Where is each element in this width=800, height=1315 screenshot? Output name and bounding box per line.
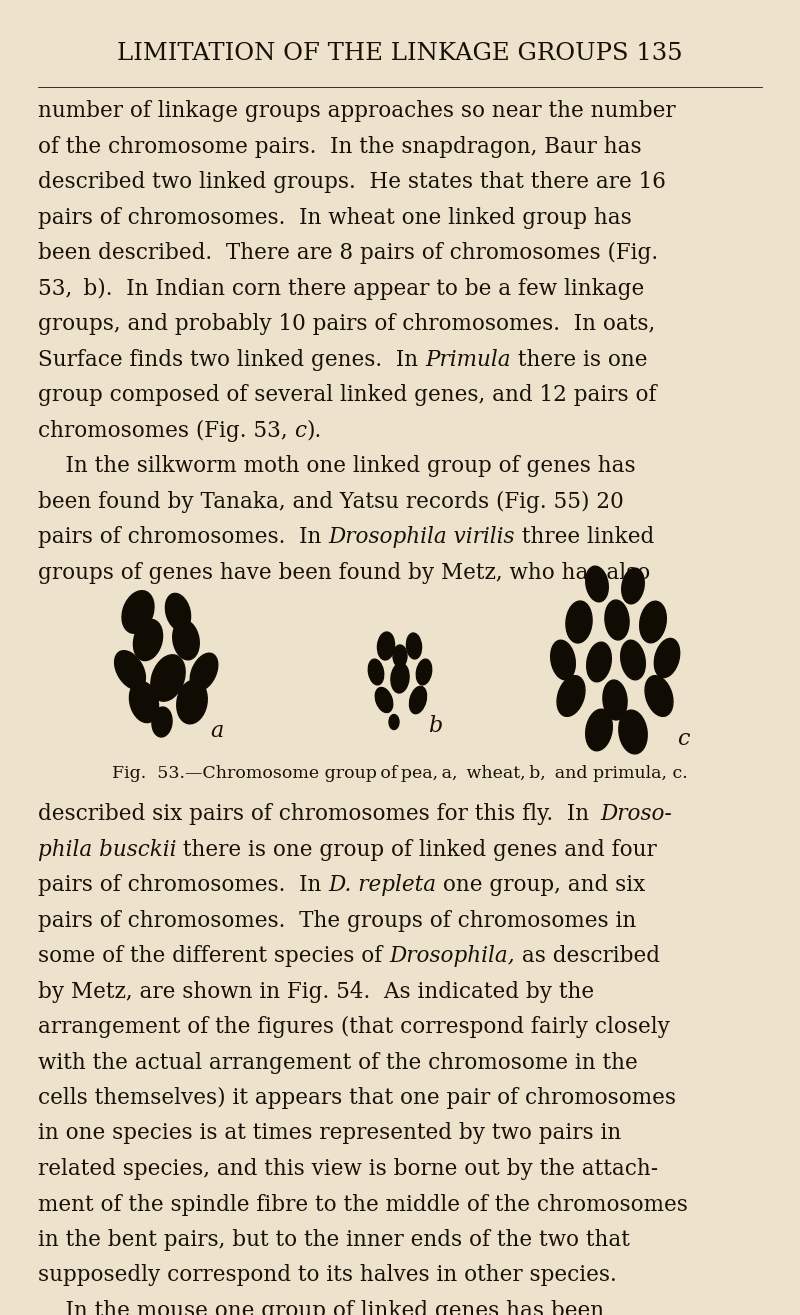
Text: In the silkworm moth one linked group of genes has: In the silkworm moth one linked group of… [38, 455, 636, 477]
Text: described six pairs of chromosomes for this fly.  In: described six pairs of chromosomes for t… [38, 803, 600, 825]
Ellipse shape [586, 567, 608, 602]
Ellipse shape [389, 714, 399, 730]
Ellipse shape [557, 676, 585, 717]
Ellipse shape [654, 639, 680, 677]
Text: c: c [677, 729, 690, 750]
Ellipse shape [566, 601, 592, 643]
Text: by Metz, are shown in Fig. 54.  As indicated by the: by Metz, are shown in Fig. 54. As indica… [38, 981, 594, 1002]
Text: been found by Tanaka, and Yatsu records (Fig. 55) 20: been found by Tanaka, and Yatsu records … [38, 490, 624, 513]
Ellipse shape [622, 568, 644, 604]
Ellipse shape [619, 710, 647, 753]
Text: pairs of chromosomes.  The groups of chromosomes in: pairs of chromosomes. The groups of chro… [38, 910, 636, 931]
Ellipse shape [152, 707, 172, 736]
Ellipse shape [586, 642, 611, 681]
Text: one group, and six: one group, and six [436, 874, 646, 896]
Text: been described.  There are 8 pairs of chromosomes (Fig.: been described. There are 8 pairs of chr… [38, 242, 658, 264]
Ellipse shape [114, 651, 146, 689]
Text: ment of the spindle fibre to the middle of the chromosomes: ment of the spindle fibre to the middle … [38, 1194, 688, 1215]
Text: Drosophila virilis: Drosophila virilis [328, 526, 514, 548]
Text: Primula: Primula [425, 348, 510, 371]
Text: in the bent pairs, but to the inner ends of the two that: in the bent pairs, but to the inner ends… [38, 1230, 630, 1251]
Ellipse shape [640, 601, 666, 643]
Text: as described: as described [514, 945, 660, 967]
Text: c: c [294, 419, 306, 442]
Text: pairs of chromosomes.  In wheat one linked group has: pairs of chromosomes. In wheat one linke… [38, 206, 632, 229]
Ellipse shape [603, 680, 627, 719]
Ellipse shape [406, 633, 422, 659]
Text: LIMITATION OF THE LINKAGE GROUPS 135: LIMITATION OF THE LINKAGE GROUPS 135 [117, 42, 683, 64]
Text: cells themselves) it appears that one pair of chromosomes: cells themselves) it appears that one pa… [38, 1088, 676, 1109]
Ellipse shape [586, 709, 612, 751]
Ellipse shape [416, 659, 432, 685]
Ellipse shape [368, 659, 384, 685]
Text: a: a [210, 721, 223, 742]
Text: ).: ). [306, 419, 322, 442]
Text: pairs of chromosomes.  In: pairs of chromosomes. In [38, 874, 328, 896]
Text: three linked: three linked [514, 526, 654, 548]
Text: with the actual arrangement of the chromosome in the: with the actual arrangement of the chrom… [38, 1052, 638, 1073]
Text: described two linked groups.  He states that there are 16: described two linked groups. He states t… [38, 171, 666, 193]
Text: supposedly correspond to its halves in other species.: supposedly correspond to its halves in o… [38, 1265, 617, 1286]
Text: chromosomes (Fig. 53,: chromosomes (Fig. 53, [38, 419, 294, 442]
Text: of the chromosome pairs.  In the snapdragon, Baur has: of the chromosome pairs. In the snapdrag… [38, 135, 642, 158]
Ellipse shape [130, 681, 158, 723]
Ellipse shape [151, 655, 185, 701]
Ellipse shape [550, 640, 575, 680]
Text: 53,  b).  In Indian corn there appear to be a few linkage: 53, b). In Indian corn there appear to b… [38, 277, 644, 300]
Ellipse shape [410, 686, 426, 714]
Text: pairs of chromosomes.  In: pairs of chromosomes. In [38, 526, 328, 548]
Text: D. repleta: D. repleta [328, 874, 436, 896]
Ellipse shape [134, 619, 162, 660]
Text: some of the different species of: some of the different species of [38, 945, 389, 967]
Text: Drosophila,: Drosophila, [389, 945, 514, 967]
Ellipse shape [393, 644, 407, 667]
Text: group composed of several linked genes, and 12 pairs of: group composed of several linked genes, … [38, 384, 657, 406]
Ellipse shape [375, 688, 393, 713]
Text: there is one group of linked genes and four: there is one group of linked genes and f… [177, 839, 658, 860]
Text: Surface finds two linked genes.  In: Surface finds two linked genes. In [38, 348, 425, 371]
Text: b: b [428, 715, 442, 736]
Ellipse shape [391, 663, 409, 693]
Ellipse shape [645, 676, 673, 717]
Text: Droso-: Droso- [600, 803, 672, 825]
Text: groups of genes have been found by Metz, who has also: groups of genes have been found by Metz,… [38, 562, 650, 584]
Ellipse shape [621, 640, 646, 680]
Ellipse shape [166, 593, 190, 631]
Ellipse shape [122, 590, 154, 634]
Text: groups, and probably 10 pairs of chromosomes.  In oats,: groups, and probably 10 pairs of chromos… [38, 313, 655, 335]
Text: In the mouse one group of linked genes has been: In the mouse one group of linked genes h… [38, 1301, 604, 1315]
Ellipse shape [173, 621, 199, 660]
Text: arrangement of the figures (that correspond fairly closely: arrangement of the figures (that corresp… [38, 1016, 670, 1038]
Text: there is one: there is one [510, 348, 647, 371]
Text: phila busckii: phila busckii [38, 839, 177, 860]
Ellipse shape [605, 600, 629, 640]
Text: related species, and this view is borne out by the attach-: related species, and this view is borne … [38, 1159, 658, 1180]
Text: Fig.  53.—Chromosome group of pea, a,  wheat, b,  and primula, c.: Fig. 53.—Chromosome group of pea, a, whe… [112, 765, 688, 782]
Text: number of linkage groups approaches so near the number: number of linkage groups approaches so n… [38, 100, 676, 122]
Ellipse shape [190, 654, 218, 690]
Ellipse shape [177, 680, 207, 723]
Text: in one species is at times represented by two pairs in: in one species is at times represented b… [38, 1123, 622, 1144]
Ellipse shape [378, 633, 394, 660]
